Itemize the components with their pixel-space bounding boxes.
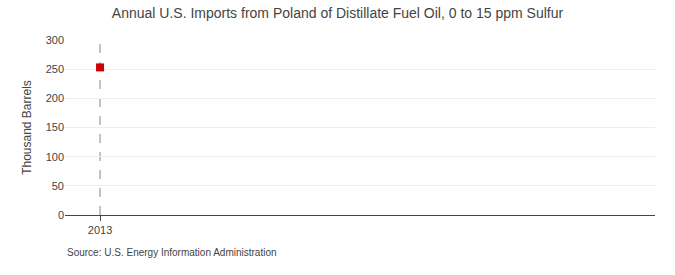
svg-text:Source: U.S. Energy Informatio: Source: U.S. Energy Information Administ… — [67, 247, 277, 258]
svg-text:0: 0 — [58, 209, 64, 221]
svg-text:Annual U.S. Imports from Polan: Annual U.S. Imports from Poland of Disti… — [112, 5, 564, 21]
svg-text:100: 100 — [46, 151, 64, 163]
svg-text:50: 50 — [52, 180, 64, 192]
svg-text:2013: 2013 — [88, 224, 112, 236]
svg-text:Thousand Barrels: Thousand Barrels — [20, 80, 34, 175]
svg-text:250: 250 — [46, 63, 64, 75]
svg-text:200: 200 — [46, 92, 64, 104]
svg-text:300: 300 — [46, 34, 64, 46]
svg-text:150: 150 — [46, 121, 64, 133]
